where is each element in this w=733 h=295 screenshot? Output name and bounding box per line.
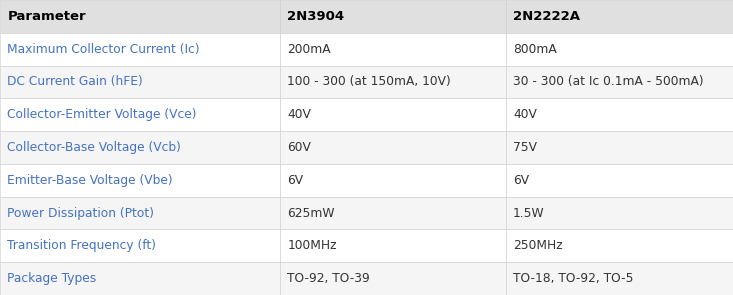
Bar (280, 0, 506, 33)
Bar (506, 65, 733, 98)
Text: Power Dissipation (Ptot): Power Dissipation (Ptot) (7, 206, 155, 219)
Text: 1.5W: 1.5W (513, 206, 545, 219)
Text: TO-18, TO-92, TO-5: TO-18, TO-92, TO-5 (513, 272, 633, 285)
Text: 2N3904: 2N3904 (287, 10, 345, 23)
Bar (0, 262, 280, 295)
Bar (280, 164, 506, 197)
Text: 800mA: 800mA (513, 43, 557, 56)
Text: TO-92, TO-39: TO-92, TO-39 (287, 272, 370, 285)
Bar (280, 131, 506, 164)
Bar (0, 164, 280, 197)
Bar (280, 230, 506, 262)
Text: 100 - 300 (at 150mA, 10V): 100 - 300 (at 150mA, 10V) (287, 76, 451, 88)
Text: DC Current Gain (hFE): DC Current Gain (hFE) (7, 76, 143, 88)
Text: Emitter-Base Voltage (Vbe): Emitter-Base Voltage (Vbe) (7, 174, 173, 187)
Bar (506, 230, 733, 262)
Bar (280, 65, 506, 98)
Text: Collector-Emitter Voltage (Vce): Collector-Emitter Voltage (Vce) (7, 108, 197, 121)
Text: 40V: 40V (513, 108, 537, 121)
Bar (280, 98, 506, 131)
Bar (506, 262, 733, 295)
Bar (280, 197, 506, 230)
Text: Maximum Collector Current (Ic): Maximum Collector Current (Ic) (7, 43, 200, 56)
Text: 6V: 6V (513, 174, 529, 187)
Text: 100MHz: 100MHz (287, 239, 337, 252)
Text: Collector-Base Voltage (Vcb): Collector-Base Voltage (Vcb) (7, 141, 181, 154)
Bar (0, 0, 280, 33)
Text: 75V: 75V (513, 141, 537, 154)
Bar (506, 33, 733, 65)
Bar (280, 262, 506, 295)
Text: Transition Frequency (ft): Transition Frequency (ft) (7, 239, 156, 252)
Bar (0, 33, 280, 65)
Bar (506, 164, 733, 197)
Bar (280, 33, 506, 65)
Bar (0, 131, 280, 164)
Bar (506, 98, 733, 131)
Text: 625mW: 625mW (287, 206, 335, 219)
Text: 60V: 60V (287, 141, 312, 154)
Bar (0, 197, 280, 230)
Text: 2N2222A: 2N2222A (513, 10, 580, 23)
Text: 40V: 40V (287, 108, 312, 121)
Bar (0, 230, 280, 262)
Bar (506, 0, 733, 33)
Text: 250MHz: 250MHz (513, 239, 563, 252)
Text: 30 - 300 (at Ic 0.1mA - 500mA): 30 - 300 (at Ic 0.1mA - 500mA) (513, 76, 704, 88)
Text: Package Types: Package Types (7, 272, 97, 285)
Bar (0, 65, 280, 98)
Text: Parameter: Parameter (7, 10, 86, 23)
Text: 200mA: 200mA (287, 43, 331, 56)
Text: 6V: 6V (287, 174, 303, 187)
Bar (506, 131, 733, 164)
Bar (506, 197, 733, 230)
Bar (0, 98, 280, 131)
